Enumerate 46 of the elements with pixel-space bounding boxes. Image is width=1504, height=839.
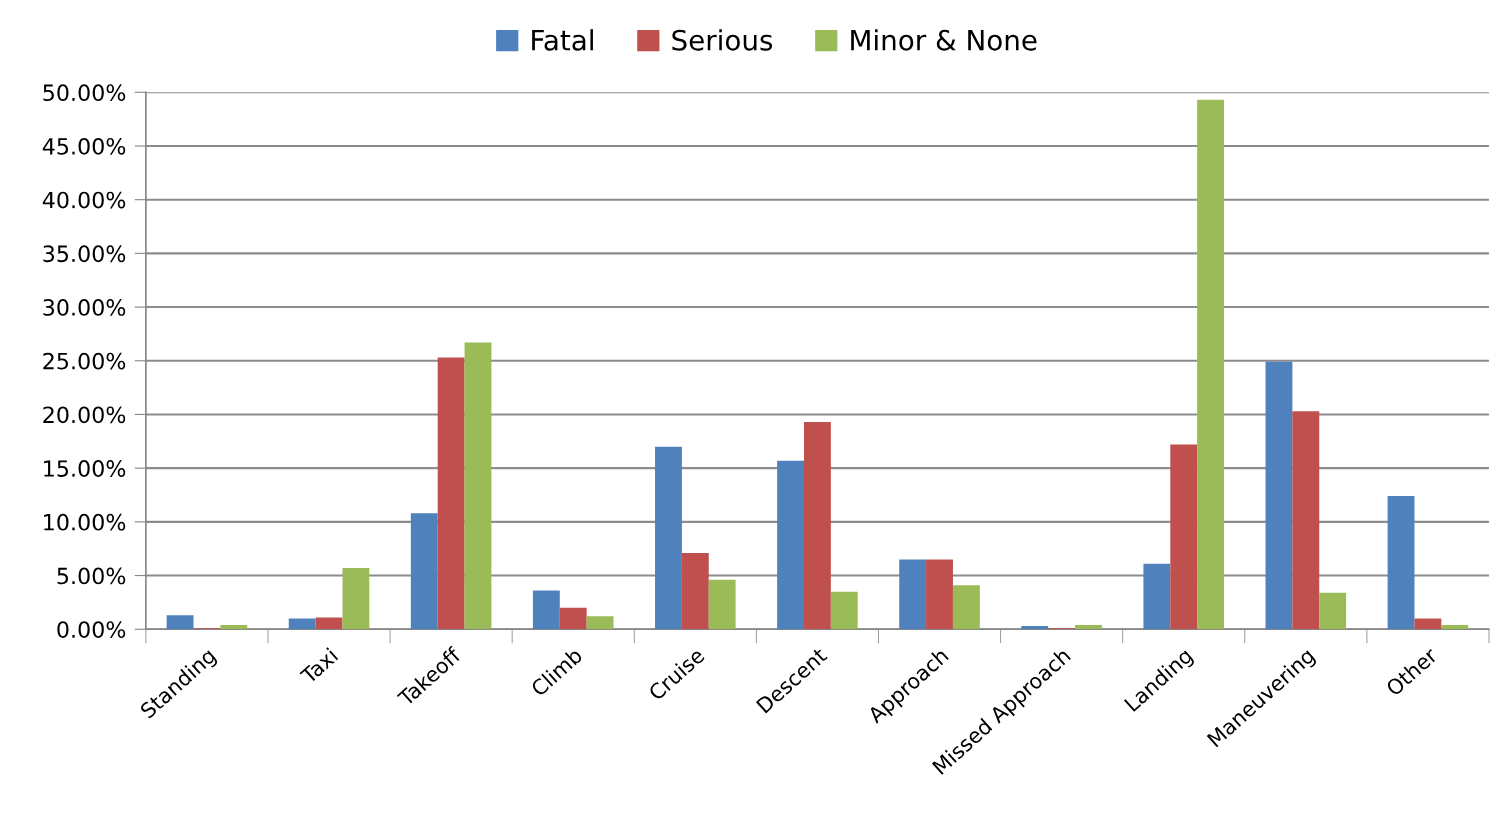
- bar: [559, 607, 587, 630]
- bar: [1197, 99, 1225, 630]
- y-tick-label: 40.00%: [42, 191, 126, 209]
- bar: [220, 624, 248, 630]
- bar: [1170, 444, 1198, 630]
- y-tick-label: 35.00%: [43, 245, 126, 263]
- bar: [708, 579, 736, 630]
- bar: [926, 559, 953, 630]
- bar: [1414, 618, 1442, 630]
- bar: [532, 590, 560, 630]
- bar: [681, 553, 709, 630]
- bar: [464, 342, 492, 630]
- y-tick-label: 20.00%: [43, 406, 126, 424]
- legend-label: Serious: [672, 29, 773, 51]
- bar: [803, 421, 831, 630]
- y-tick-label: 50.00%: [43, 84, 126, 102]
- bar: [288, 618, 316, 630]
- bar: [830, 591, 858, 630]
- bar: [1441, 624, 1469, 630]
- bar: [1075, 624, 1102, 630]
- bar: [342, 568, 370, 630]
- bar: [777, 460, 804, 630]
- bar: [315, 617, 343, 630]
- bar: [899, 559, 927, 630]
- x-tick-label: Taxi: [299, 647, 339, 685]
- legend-label: Fatal: [532, 29, 593, 51]
- y-tick-label: 10.00%: [44, 513, 126, 531]
- legend-label: Minor & None: [851, 29, 1037, 51]
- bar: [1265, 361, 1293, 630]
- y-tick-label: 45.00%: [42, 137, 126, 155]
- bar: [410, 513, 438, 630]
- bar: [437, 357, 465, 630]
- y-tick-label: 0.00%: [57, 621, 126, 639]
- y-tick-label: 25.00%: [43, 352, 126, 370]
- bar: [166, 615, 194, 630]
- bar: [1387, 496, 1415, 630]
- y-tick-label: 5.00%: [57, 567, 126, 585]
- y-tick-label: 30.00%: [43, 299, 126, 316]
- bar: [1319, 592, 1347, 630]
- y-tick-label: 15.00%: [44, 460, 126, 477]
- bar: [952, 585, 980, 630]
- bar: [1143, 563, 1171, 630]
- bar: [1021, 626, 1049, 630]
- bar: [655, 446, 682, 630]
- bar: [1292, 411, 1320, 630]
- bar: [586, 616, 614, 630]
